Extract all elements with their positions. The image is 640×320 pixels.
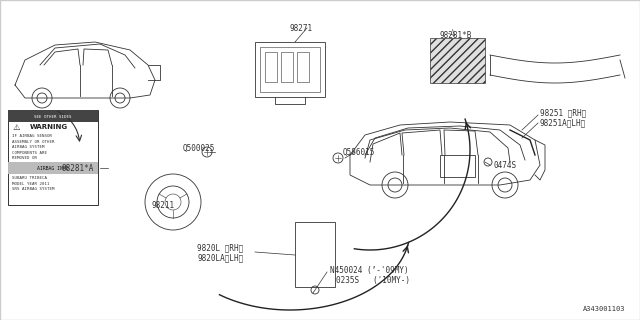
- Text: AIRBAG INFO: AIRBAG INFO: [37, 165, 69, 171]
- Text: 98211: 98211: [152, 201, 175, 210]
- Text: 0474S: 0474S: [493, 161, 516, 170]
- Text: A343001103: A343001103: [582, 306, 625, 312]
- Text: 9820L 〈RH〉: 9820L 〈RH〉: [197, 244, 243, 252]
- Text: 98251A〈LH〉: 98251A〈LH〉: [540, 118, 586, 127]
- Text: IF AIRBAG SENSOR: IF AIRBAG SENSOR: [12, 134, 52, 138]
- FancyBboxPatch shape: [8, 110, 98, 205]
- Text: COMPONENTS ARE: COMPONENTS ARE: [12, 150, 47, 155]
- Text: Q500025: Q500025: [183, 143, 216, 153]
- Text: SUBARU TRIBECA: SUBARU TRIBECA: [12, 176, 47, 180]
- Text: 98251 〈RH〉: 98251 〈RH〉: [540, 108, 586, 117]
- Text: Q586015: Q586015: [343, 148, 376, 156]
- Text: SEE OTHER SIDES: SEE OTHER SIDES: [35, 115, 72, 119]
- Bar: [295, 222, 335, 287]
- Text: 98281*A: 98281*A: [62, 164, 94, 172]
- Bar: [440, 155, 475, 177]
- Text: 98281*B: 98281*B: [440, 30, 472, 39]
- Bar: [8, 162, 98, 174]
- Text: 0235S   ('10MY-): 0235S ('10MY-): [336, 276, 410, 284]
- Bar: [281, 52, 293, 82]
- Text: ⚠: ⚠: [12, 123, 20, 132]
- Bar: [430, 38, 485, 83]
- Bar: [260, 47, 320, 92]
- Bar: [265, 52, 277, 82]
- Bar: [297, 52, 309, 82]
- Text: SRS AIRBAG SYSTEM: SRS AIRBAG SYSTEM: [12, 187, 54, 191]
- Text: WARNING: WARNING: [30, 124, 68, 130]
- Text: N450024 (’-'09MY): N450024 (’-'09MY): [330, 266, 408, 275]
- Bar: [255, 42, 325, 97]
- Bar: [8, 110, 98, 122]
- Text: 9820LA〈LH〉: 9820LA〈LH〉: [197, 253, 243, 262]
- Text: ASSEMBLY OR OTHER: ASSEMBLY OR OTHER: [12, 140, 54, 143]
- Text: 98271: 98271: [290, 23, 313, 33]
- Text: MODEL YEAR 2011: MODEL YEAR 2011: [12, 181, 49, 186]
- Text: AIRBAG SYSTEM: AIRBAG SYSTEM: [12, 145, 45, 149]
- Text: REMOVED OR: REMOVED OR: [12, 156, 37, 160]
